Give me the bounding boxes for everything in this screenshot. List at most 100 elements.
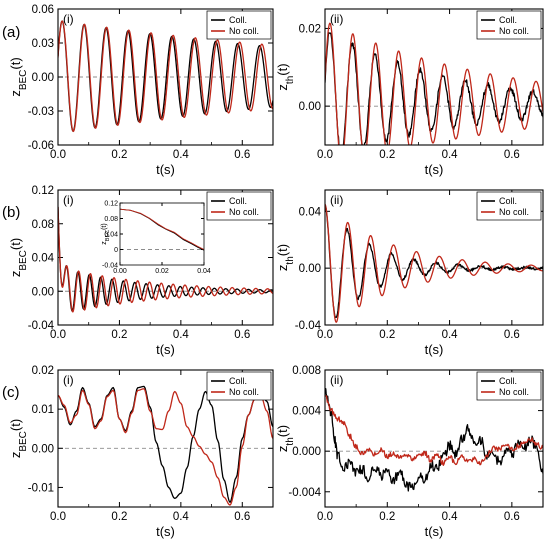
legend-entry: No coll. (229, 26, 259, 36)
x-axis-label: t(s) (156, 342, 175, 357)
plot-frame (57, 189, 274, 326)
x-tick-label: 0.4 (442, 149, 459, 161)
y-tick-label: 0.00 (32, 443, 54, 455)
x-tick-label: 0.6 (504, 149, 520, 161)
y-tick-label: -0.01 (28, 482, 54, 494)
y-tick-label: 0.08 (104, 216, 118, 223)
row-label: (c) (2, 384, 20, 401)
x-tick-label: 0.2 (379, 511, 395, 523)
legend-entry: Coll. (499, 196, 517, 206)
y-tick-label: 0.004 (292, 406, 321, 418)
plot-frame (324, 369, 544, 508)
y-tick-label: 0 (114, 247, 118, 254)
panel-b-i: 0.0 0.2 0.4 0.6 -0.04 0.00 0.04 0.08 0.12 zBEC(t)… (2, 185, 274, 357)
y-tick-label: -0.04 (295, 320, 322, 332)
legend-box (476, 10, 542, 40)
x-tick-label: 0.2 (379, 149, 395, 161)
x-tick-label: 0.6 (504, 329, 520, 341)
y-tick-label: 0.03 (32, 38, 54, 50)
series-line-coll (58, 385, 273, 503)
y-tick-label: 0.02 (299, 23, 321, 35)
panel-c-ii: 0.0 0.2 0.4 0.6 -0.004 0.000 0.004 0.008 zth(t) t… (275, 365, 544, 539)
y-tick-label: -0.03 (28, 106, 54, 118)
legend-entry: Coll. (229, 15, 247, 25)
plot-frame (324, 8, 544, 146)
series-line-no-coll (120, 208, 204, 250)
x-tick-label: 0.4 (173, 329, 190, 341)
row-label: (b) (2, 204, 20, 221)
legend: Coll.No coll. (476, 191, 542, 221)
y-tick-label: 0.01 (32, 404, 54, 416)
series-line-no-coll (325, 395, 543, 466)
x-tick-label: 0.4 (442, 329, 459, 341)
y-tick-label: -0.004 (288, 487, 321, 499)
y-tick-label: 0.04 (32, 253, 55, 265)
x-tick-label: 0.6 (234, 329, 250, 341)
legend-entry: Coll. (499, 15, 517, 25)
legend-box (476, 371, 542, 401)
y-tick-label: 0.00 (299, 263, 321, 275)
plot-frame (57, 8, 274, 146)
x-axis-label: t(s) (425, 342, 444, 357)
series-line-no-coll (325, 203, 543, 323)
legend: Coll.No coll. (206, 371, 272, 401)
y-tick-label: 0.08 (32, 219, 54, 231)
x-tick-label: 0.0 (50, 329, 66, 341)
panel-label: (i) (63, 12, 74, 26)
y-tick-label: -0.04 (102, 263, 118, 270)
x-tick-label: 0.04 (197, 268, 211, 275)
x-tick-label: 0.2 (379, 329, 395, 341)
y-axis-label: zBEC(t) (8, 419, 29, 458)
y-tick-label: 0.02 (32, 365, 54, 377)
x-tick-label: 0.4 (442, 511, 459, 523)
x-tick-label: 0.02 (155, 268, 169, 275)
y-tick-label: 0.12 (32, 185, 54, 197)
series-line-no-coll (58, 206, 273, 313)
legend-entry: Coll. (499, 376, 517, 386)
legend-entry: No coll. (229, 207, 259, 217)
x-tick-label: 0.4 (173, 149, 190, 161)
x-tick-label: 0.0 (317, 149, 333, 161)
legend: Coll.No coll. (206, 10, 272, 40)
y-tick-label: 0.04 (299, 206, 322, 218)
legend: Coll.No coll. (476, 10, 542, 40)
plot-frame (324, 189, 544, 326)
y-tick-label: 0.12 (104, 201, 118, 208)
series-line-coll (325, 32, 543, 145)
panel-c-i: 0.0 0.2 0.4 0.6 -0.01 0.00 0.01 0.02 zBEC(t) t(s)… (2, 365, 274, 539)
panel-b-ii: 0.0 0.2 0.4 0.6 -0.04 0.00 0.04 zth(t) t(s) (ii) C… (275, 189, 544, 357)
legend: Coll.No coll. (476, 371, 542, 401)
panel-label: (i) (63, 193, 74, 207)
panel-label: (ii) (330, 193, 343, 207)
y-tick-label: 0.008 (292, 365, 321, 377)
x-tick-label: 0.0 (317, 511, 333, 523)
y-axis-label: zth(t) (275, 425, 296, 452)
y-axis-label: zBEC(t) (101, 223, 111, 244)
y-tick-label: -0.06 (28, 140, 54, 152)
x-tick-label: 0.0 (50, 149, 66, 161)
legend-box (206, 10, 272, 40)
inset-b-i: 0.00 0.02 0.04 -0.04 0 0.04 0.08 0.12 zBEC(t) (101, 201, 211, 276)
x-tick-label: 0.2 (111, 329, 127, 341)
series-line-no-coll (325, 22, 543, 145)
x-tick-label: 0.0 (50, 511, 66, 523)
legend-entry: No coll. (499, 207, 529, 217)
legend-entry: Coll. (229, 196, 247, 206)
y-axis-label: zth(t) (275, 63, 296, 90)
y-tick-label: 0.00 (32, 72, 54, 84)
x-axis-label: t(s) (425, 524, 444, 539)
y-tick-label: 0.06 (32, 4, 54, 16)
y-tick-label: 0.00 (32, 286, 54, 298)
x-axis-label: t(s) (156, 162, 175, 177)
legend-box (206, 371, 272, 401)
y-axis-label: zBEC(t) (8, 57, 29, 96)
y-tick-label: 0.04 (104, 232, 118, 239)
series-line-coll (58, 206, 273, 312)
plot-frame (57, 369, 274, 508)
series-line-no-coll (58, 388, 273, 506)
legend-entry: No coll. (499, 26, 529, 36)
x-tick-label: 0.2 (111, 149, 127, 161)
legend-box (476, 191, 542, 221)
panel-label: (ii) (330, 12, 343, 26)
inset-frame (119, 202, 205, 266)
